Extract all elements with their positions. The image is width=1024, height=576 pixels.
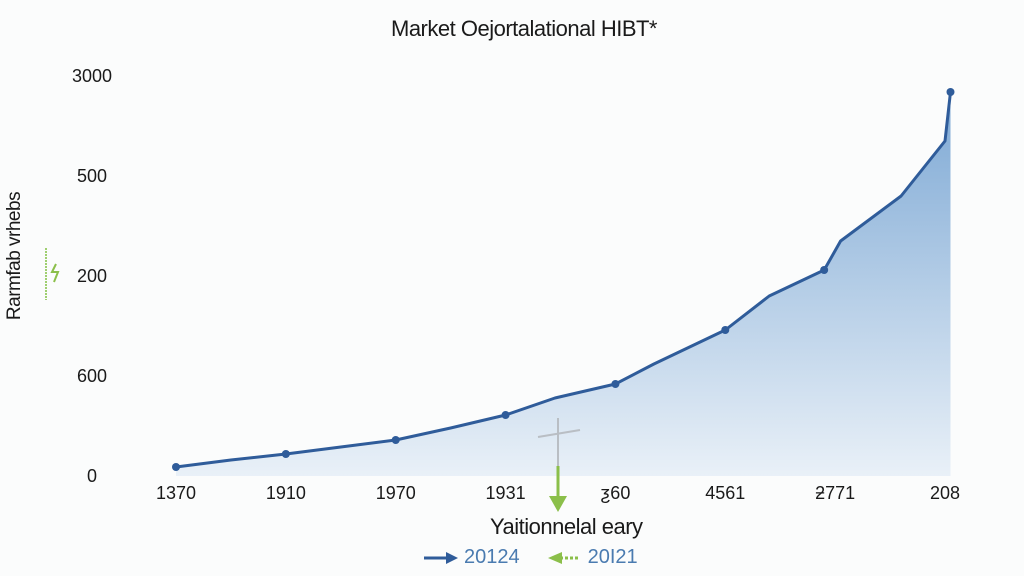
area-fill [176,92,951,476]
legend: 20124 20I21 [424,546,638,569]
x-tick-label: 208 [930,483,960,503]
x-tick-label: 1370 [156,483,196,503]
x-tick-label: 4561 [705,483,745,503]
legend-label: 20124 [464,546,520,568]
data-point [946,88,955,96]
arrow-left-icon [547,551,578,564]
data-point [281,450,290,458]
x-tick-label: 1910 [266,483,306,503]
x-tick-label: 1931 [486,483,526,503]
series-line [175,91,952,469]
y-tick-label: 3000 [72,66,112,86]
arrow-right-icon [424,551,458,564]
side-zigzag-icon [50,263,60,283]
y-tick-label: 200 [77,266,107,286]
chart-title: Market Oejortalational HIBT* [391,16,658,41]
y-tick-label: 600 [77,366,107,386]
legend-label: 20I21 [587,546,638,568]
y-tick-label: 500 [77,166,107,186]
data-point [820,266,829,274]
legend-item: 20I21 [547,546,638,569]
data-point [391,436,400,444]
x-tick-label: ƺ60 [601,483,631,503]
data-point [611,380,620,388]
y-tick-label: 0 [87,466,97,486]
arrow-down-icon [549,496,567,512]
data-point [721,326,730,334]
annotation-cross-horizontal [537,429,581,438]
data-point [172,463,180,471]
annotation-group [45,248,581,512]
y-axis-label: Rarmfab vrhebs [4,191,25,321]
legend-item: 20124 [424,546,520,569]
x-tick-label: 1970 [376,483,416,503]
data-point [501,411,510,419]
x-axis-label: Yaitionnelal eary [490,514,643,539]
x-tick-label: ƻ771 [815,483,855,503]
